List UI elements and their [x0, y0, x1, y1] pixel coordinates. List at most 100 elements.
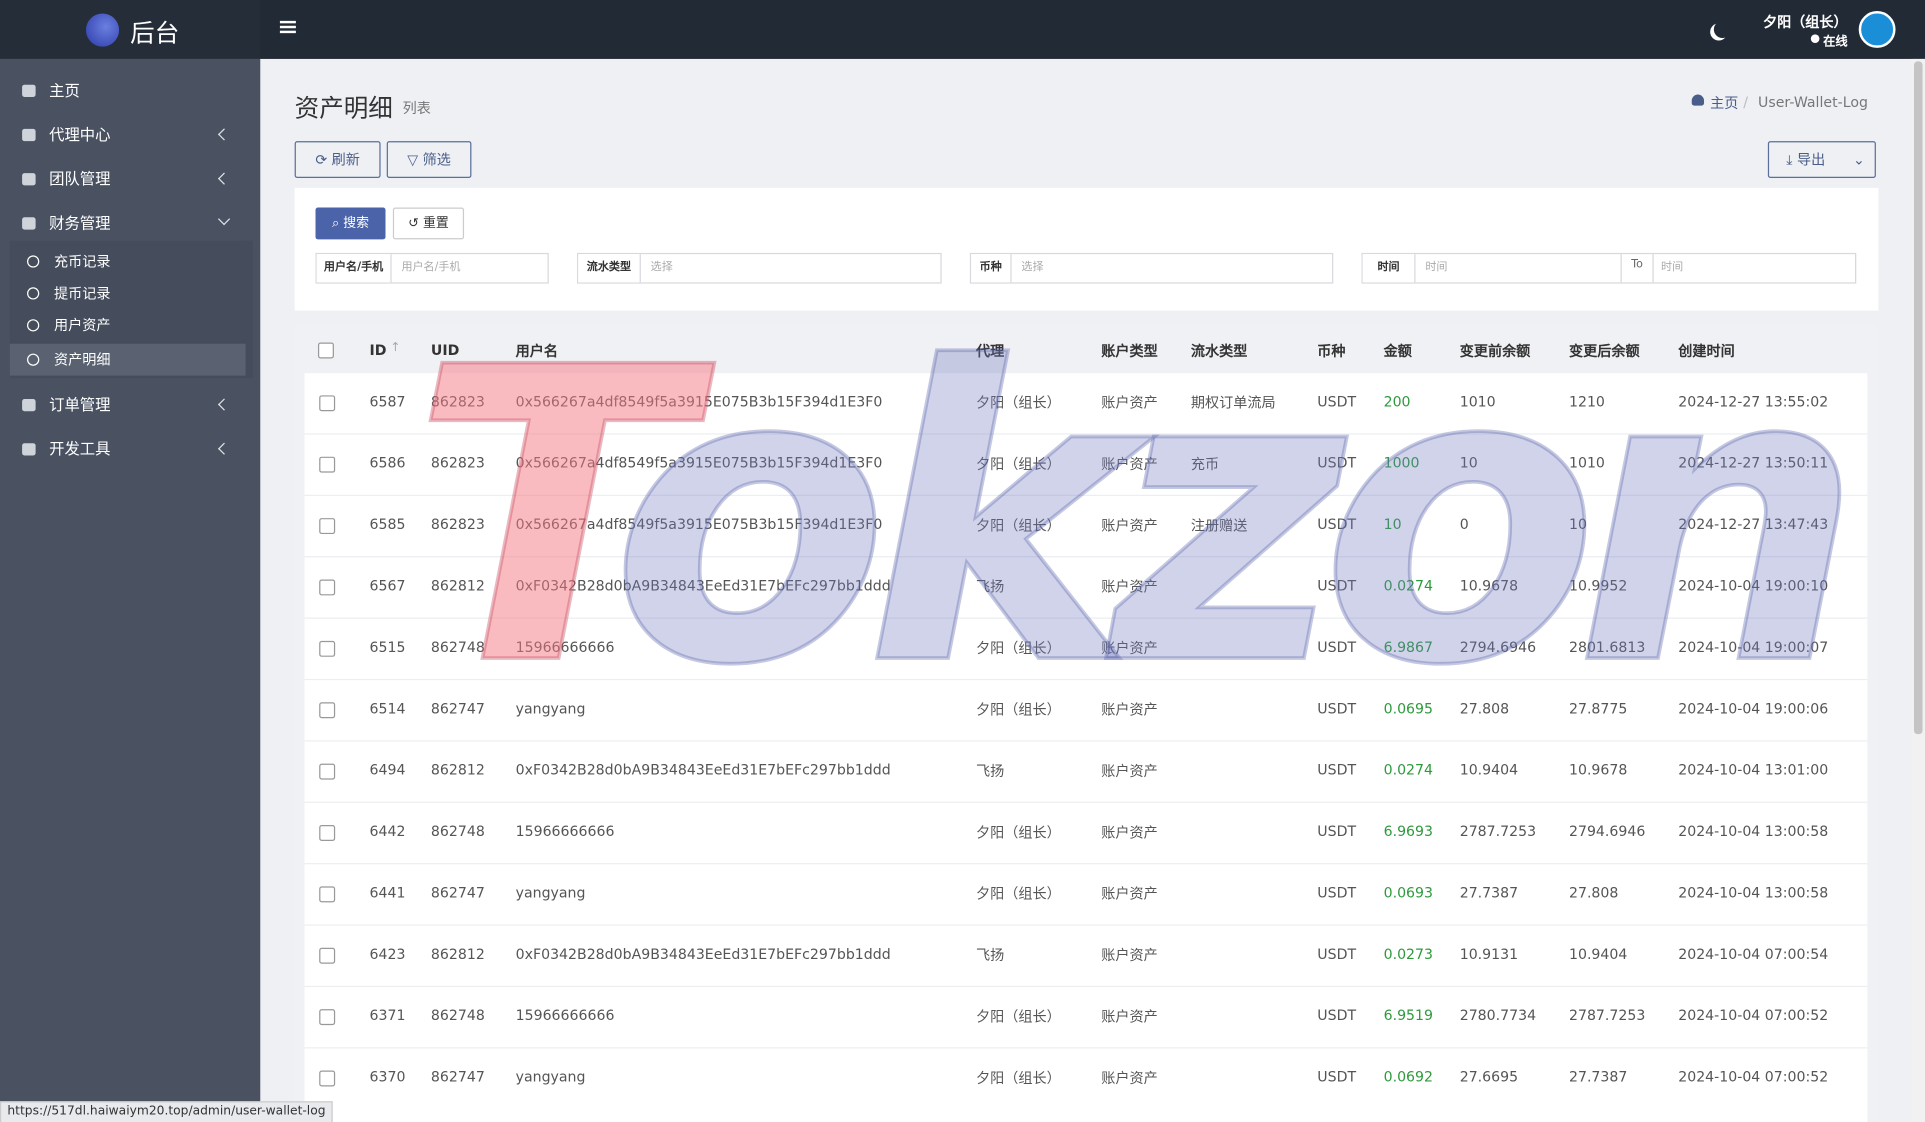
table-cell: 1210 [1568, 392, 1605, 411]
subnav-item[interactable]: 提币记录 [9, 277, 246, 310]
table-cell: 注册赠送 [1190, 516, 1248, 535]
table-cell: 862747 [430, 883, 485, 902]
table-cell: USDT [1317, 577, 1357, 595]
nav-icon [22, 173, 36, 186]
filter-input[interactable]: 选择 [650, 261, 673, 274]
table-cell: 账户资产 [1101, 762, 1158, 780]
table-cell: 6494 [369, 761, 406, 779]
row-checkbox[interactable] [319, 1070, 336, 1087]
reset-button[interactable]: ↺ 重置 [392, 207, 465, 240]
row-checkbox[interactable] [319, 947, 336, 964]
subnav-label: 充币记录 [54, 252, 111, 271]
filter-input[interactable]: 时间 [1425, 261, 1448, 274]
table-cell: USDT [1317, 945, 1357, 963]
table-cell: 862748 [430, 638, 485, 656]
table-cell: 2024-10-04 07:00:52 [1678, 1006, 1829, 1024]
column-header[interactable]: ID [369, 341, 387, 359]
nav-icon [22, 84, 36, 97]
table-cell: 862748 [430, 822, 485, 840]
subnav-label: 提币记录 [54, 284, 111, 303]
column-header: 代理 [976, 342, 1005, 360]
table-cell: 15966666666 [515, 822, 615, 840]
table-cell: 10.9678 [1459, 577, 1519, 595]
table-cell: 2024-10-04 19:00:10 [1678, 577, 1829, 595]
breadcrumb-current: User-Wallet-Log [1758, 93, 1868, 111]
filter-input-end[interactable]: 时间 [1661, 261, 1684, 274]
filter-label: 流水类型 [578, 254, 641, 283]
nav-item[interactable]: 团队管理 [0, 157, 260, 201]
table-cell: 6.9867 [1383, 638, 1434, 656]
table-cell: 2024-12-27 13:55:02 [1678, 392, 1829, 411]
search-button[interactable]: ⌕ 搜索 [315, 207, 386, 240]
column-header: 流水类型 [1190, 342, 1248, 360]
subnav-label: 资产明细 [54, 351, 111, 369]
row-divider [304, 1047, 1868, 1049]
refresh-button[interactable]: ⟳ 刷新 [294, 141, 381, 179]
table-cell: 10 [1459, 454, 1478, 472]
row-checkbox[interactable] [319, 763, 336, 780]
filter-button[interactable]: ▽ 筛选 [386, 141, 472, 179]
menu-toggle[interactable] [279, 20, 296, 24]
theme-toggle[interactable] [1714, 21, 1731, 38]
row-checkbox[interactable] [319, 456, 336, 473]
table-cell: 0.0692 [1383, 1068, 1434, 1086]
table-cell: 夕阳（组长） [976, 701, 1061, 719]
breadcrumb-home[interactable]: 主页 [1710, 94, 1739, 112]
column-header: UID [430, 341, 460, 359]
nav-item[interactable]: 订单管理 [0, 383, 260, 427]
filter-field: 用户名/手机 用户名/手机 [315, 252, 549, 284]
row-checkbox[interactable] [319, 395, 336, 412]
breadcrumb-separator: / [1743, 93, 1749, 111]
sort-icon[interactable]: ↑ [390, 341, 401, 355]
table-cell: 862812 [430, 945, 485, 963]
row-divider [304, 433, 1868, 435]
user-name: 夕阳（组长） [1762, 13, 1848, 31]
button-label: 筛选 [422, 151, 451, 169]
table-cell: 2024-12-27 13:47:43 [1678, 515, 1829, 533]
table-cell: USDT [1317, 454, 1357, 472]
row-checkbox[interactable] [319, 579, 336, 596]
subnav-item[interactable]: 用户资产 [9, 309, 246, 342]
column-header: 变更后余额 [1568, 342, 1640, 360]
row-checkbox[interactable] [319, 1009, 336, 1026]
export-button[interactable]: ⤓ 导出 ⌄ [1767, 141, 1876, 179]
row-checkbox[interactable] [319, 825, 336, 841]
row-checkbox[interactable] [319, 640, 336, 657]
row-divider [304, 556, 1868, 558]
table-cell: USDT [1317, 638, 1357, 656]
avatar[interactable] [1858, 11, 1896, 48]
page-title: 资产明细 [294, 93, 393, 123]
nav-label: 团队管理 [49, 169, 111, 188]
scroll-thumb[interactable] [1913, 61, 1923, 735]
nav-item[interactable]: 财务管理 [0, 201, 260, 245]
select-all-checkbox[interactable] [317, 342, 334, 359]
filter-input[interactable]: 选择 [1021, 261, 1044, 274]
table-cell: 账户资产 [1101, 516, 1158, 535]
table-cell: 2024-10-04 13:01:00 [1678, 761, 1829, 779]
nav-item[interactable]: 代理中心 [0, 113, 260, 157]
row-checkbox[interactable] [319, 702, 336, 719]
brand-name: 后台 [130, 18, 180, 48]
table-cell: 账户资产 [1101, 394, 1158, 412]
table-cell: 10.9678 [1568, 761, 1628, 779]
table-cell: 862812 [430, 761, 485, 779]
nav-label: 订单管理 [49, 395, 111, 414]
subnav-item[interactable]: 资产明细 [9, 343, 246, 376]
table-cell: 27.7387 [1568, 1068, 1628, 1086]
table-cell: 夕阳（组长） [976, 823, 1061, 841]
row-divider [304, 985, 1868, 988]
home-icon [1691, 94, 1705, 106]
table-cell: 充币 [1190, 455, 1220, 473]
subnav-item[interactable]: 充币记录 [9, 245, 246, 278]
table-cell: 10.9404 [1459, 761, 1519, 779]
table-cell: 0xF0342B28d0bA9B34843EeEd31E7bEFc297bb1d… [515, 577, 891, 595]
nav-item[interactable]: 开发工具 [0, 427, 260, 471]
column-header: 创建时间 [1678, 342, 1735, 360]
nav-item[interactable]: 主页 [0, 69, 260, 113]
row-checkbox[interactable] [319, 518, 336, 535]
row-checkbox[interactable] [319, 886, 336, 903]
table-cell: 10.9952 [1568, 577, 1628, 595]
row-divider [304, 740, 1868, 742]
filter-input[interactable]: 用户名/手机 [401, 261, 461, 274]
